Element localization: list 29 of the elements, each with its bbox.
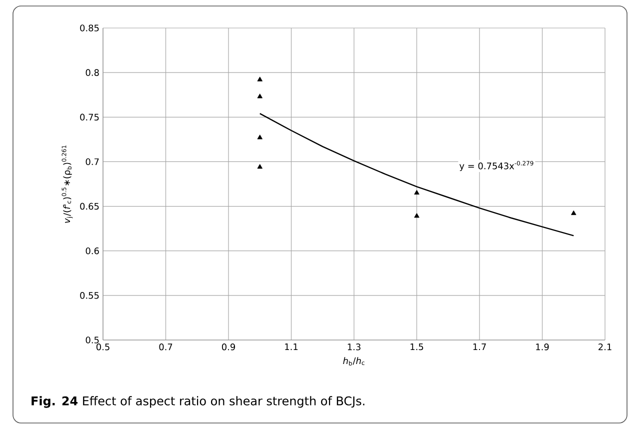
y-tick-label: 0.6 <box>86 247 99 254</box>
x-tick-label: 0.5 <box>96 344 110 350</box>
line-series <box>259 112 574 236</box>
point <box>414 190 420 195</box>
y-tick-label: 0.8 <box>86 69 99 76</box>
annotation: y = 0.7543x$^{-0.279}$ <box>459 160 534 172</box>
x-tick-label: 0.7 <box>159 344 172 350</box>
point <box>571 210 576 216</box>
point <box>257 94 263 98</box>
x-tick-label: 1.9 <box>536 344 549 350</box>
text: Fig. 24 Effect of aspect ratio on shear strength of BCJs. <box>32 396 364 408</box>
point <box>257 134 263 140</box>
y-tick-label: 0.55 <box>80 292 99 299</box>
x-tick-label: 1.1 <box>285 344 298 350</box>
point <box>414 213 420 218</box>
y-tick-label: 0.85 <box>80 24 99 32</box>
x-axis-title: h$_{b}$/h$_{c}$ <box>343 357 364 366</box>
y-tick-label: 0.75 <box>80 114 99 121</box>
x-tick-label: 2.1 <box>598 344 612 350</box>
x-tick-label: 1.7 <box>473 344 486 350</box>
y-tick-label: 0.5 <box>86 336 99 344</box>
point <box>257 164 263 169</box>
x-tick-label: 1.5 <box>410 344 424 350</box>
y-tick-label: 0.65 <box>80 202 99 210</box>
y-tick-label: 0.7 <box>86 158 99 166</box>
point <box>257 76 263 82</box>
text: v$_{j}$/(f'$_{c}$)$^{0.5}$∗(ρ$_{b}$)$^{0.261}$ <box>62 146 73 223</box>
x-tick-label: 1.3 <box>348 344 360 350</box>
x-tick-label: 0.9 <box>222 344 236 350</box>
